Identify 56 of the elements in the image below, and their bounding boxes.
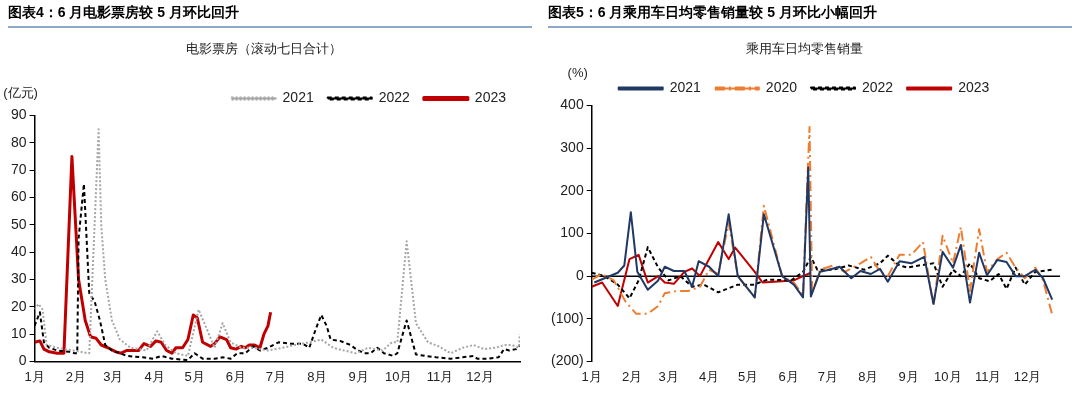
x-tick-label: 6月 (778, 368, 799, 384)
x-tick-label: 3月 (658, 368, 679, 384)
x-tick-label: 4月 (144, 368, 165, 384)
x-tick-label: 12月 (1013, 368, 1042, 384)
line-series (34, 128, 520, 357)
chart-subtitle: 乘用车日均零售销量 (745, 41, 863, 57)
x-tick-label: 12月 (466, 368, 494, 384)
y-axis-title: (亿元) (3, 84, 38, 100)
y-tick-label: 70 (10, 161, 27, 178)
x-tick-label: 6月 (225, 368, 247, 384)
x-tick-label: 2月 (65, 368, 87, 384)
x-tick-label: 10月 (384, 368, 413, 384)
x-tick-label: 2月 (622, 368, 643, 384)
chart-subtitle: 电影票房（滚动七日合计） (186, 41, 342, 57)
y-tick-label: 100 (560, 224, 584, 241)
x-tick-label: 8月 (307, 368, 328, 384)
y-tick-label: 300 (560, 139, 584, 156)
legend-label: 2023 (474, 89, 507, 106)
legend-label: 2023 (958, 79, 990, 96)
x-tick-label: 4月 (698, 368, 720, 384)
x-tick-label: 11月 (975, 368, 1002, 384)
chart-title: 图表5：6 月乘用车日均零售销量较 5 月环比小幅回升 (548, 4, 1072, 28)
y-tick-label: 90 (10, 106, 27, 123)
y-tick-label: 200 (560, 181, 584, 198)
y-tick-label: 40 (10, 243, 27, 260)
y-tick-label: (200) (551, 352, 584, 369)
x-tick-label: 9月 (348, 368, 369, 384)
y-tick-label: 30 (10, 270, 27, 287)
x-tick-label: 1月 (24, 368, 45, 384)
legend-label: 2022 (378, 89, 411, 106)
y-axis-title: (%) (567, 64, 588, 80)
y-tick-label: 20 (10, 297, 27, 314)
x-tick-label: 1月 (581, 368, 602, 384)
x-tick-label: 5月 (184, 368, 205, 384)
x-tick-label: 3月 (103, 368, 124, 384)
legend-label: 2021 (669, 79, 702, 96)
y-tick-label: (100) (551, 309, 584, 326)
x-tick-label: 5月 (738, 368, 759, 384)
chart-title: 图表4：6 月电影票房较 5 月环比回升 (8, 4, 532, 28)
x-tick-label: 11月 (426, 368, 454, 384)
x-tick-label: 7月 (265, 368, 287, 384)
y-tick-label: 80 (10, 133, 27, 150)
y-tick-label: 400 (560, 96, 584, 113)
line-series (591, 125, 1054, 316)
x-tick-label: 10月 (934, 368, 962, 384)
legend-label: 2021 (282, 89, 314, 106)
y-tick-label: 0 (575, 266, 584, 283)
y-tick-label: 60 (10, 188, 27, 205)
x-tick-label: 8月 (858, 368, 879, 384)
x-tick-label: 9月 (898, 368, 919, 384)
y-tick-label: 50 (10, 215, 27, 232)
y-tick-label: 10 (10, 324, 27, 341)
x-tick-label: 7月 (817, 368, 838, 384)
y-tick-label: 0 (18, 352, 27, 369)
legend-label: 2022 (862, 79, 894, 96)
legend-label: 2020 (765, 79, 798, 96)
